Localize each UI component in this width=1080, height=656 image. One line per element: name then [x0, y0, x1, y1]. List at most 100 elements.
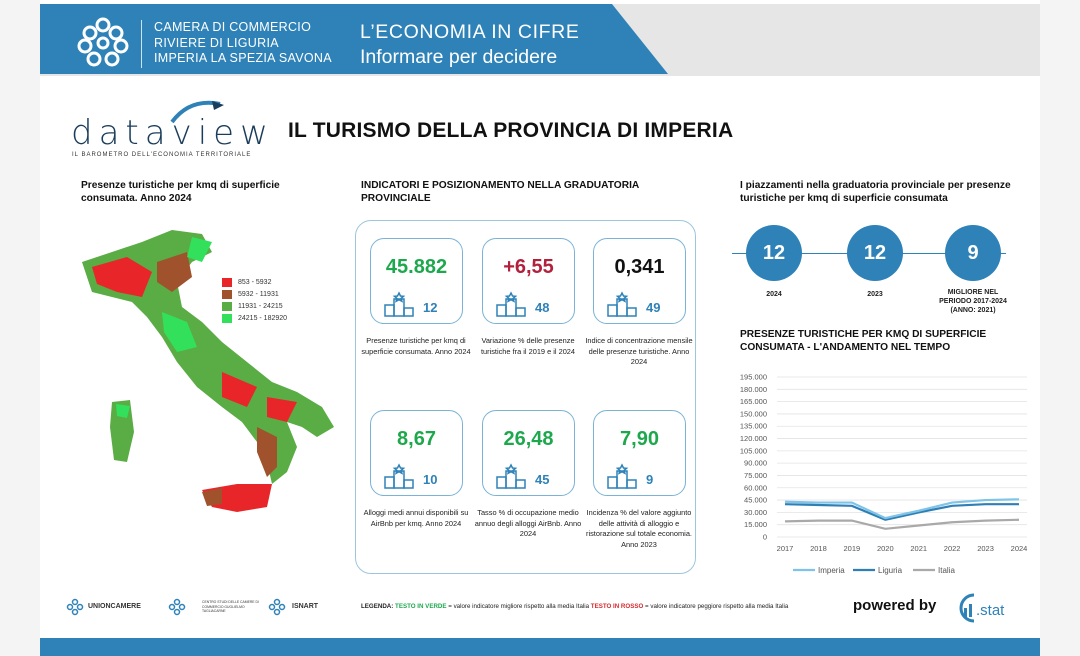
indicator-description: Incidenza % del valore aggiunto delle at…	[586, 508, 692, 549]
legend-label-imperia: Imperia	[818, 566, 845, 575]
series-line-italia	[784, 518, 1020, 530]
rank-label-line: MIGLIORE NEL PERIODO 2017-2024	[939, 289, 1007, 305]
x-tick-label: 2023	[977, 544, 994, 553]
podium-icon	[607, 463, 637, 489]
indicator-rank: 45	[535, 472, 550, 487]
legend-swatch	[222, 313, 232, 323]
cstat-label: .stat	[976, 602, 1005, 619]
rank-label-year: (ANNO: 2021)	[950, 307, 996, 314]
y-tick-label: 165.000	[740, 397, 767, 406]
rank-label: MIGLIORE NEL PERIODO 2017-2024 (ANNO: 20…	[934, 288, 1012, 315]
podium-icon	[496, 463, 526, 489]
bottom-bar	[40, 638, 1040, 656]
south-east-region	[267, 397, 297, 422]
dataview-tagline: IL BAROMETRO DELL'ECONOMIA TERRITORIALE	[72, 152, 252, 158]
indicator-description: Alloggi medi annui disponibili su AirBnb…	[363, 508, 469, 528]
chamber-logo-icon	[77, 17, 129, 67]
podium-icon	[384, 463, 414, 489]
legend-note-better: = valore indicatore migliore rispetto al…	[446, 603, 591, 610]
trend-title: PRESENZE TURISTICHE PER KMQ DI SUPERFICI…	[740, 329, 987, 353]
right-margin	[1040, 0, 1080, 656]
x-tick-label: 2017	[777, 544, 794, 553]
y-tick-label: 60.000	[744, 483, 767, 492]
indicator-description: Tasso % di occupazione medio annuo degli…	[474, 508, 582, 538]
legend-note-label: LEGENDA:	[361, 603, 394, 610]
org-line-2: RIVIERE DI LIGURIA	[154, 35, 279, 50]
indicators-title: INDICATORI E POSIZIONAMENTO NELLA GRADUA…	[361, 180, 639, 204]
indicator-value: 0,341	[614, 256, 665, 278]
legend-note: LEGENDA: TESTO IN VERDE = valore indicat…	[361, 603, 788, 610]
indicator-card: 0,341 49	[593, 238, 686, 324]
peninsula-shape	[82, 230, 334, 484]
rank-circle: 9	[945, 225, 1001, 281]
y-tick-label: 195.000	[740, 373, 767, 382]
indicator-rank: 9	[646, 472, 654, 487]
rank-label: 2023	[867, 291, 883, 298]
indicator-description: Indice di concentrazione mensile delle p…	[585, 336, 693, 366]
y-tick-label: 120.000	[740, 434, 767, 443]
legend-label: 11931 - 24215	[238, 302, 283, 310]
tagliacarne-label: CENTRO STUDI DELLE CAMERE DI COMMERCIO G…	[202, 600, 259, 613]
header-divider	[141, 20, 142, 68]
legend-note-worse: = valore indicatore peggiore rispetto al…	[643, 603, 789, 610]
south-central-region	[222, 372, 257, 407]
series-line-imperia	[784, 498, 1020, 520]
indicator-rank: 12	[423, 300, 438, 315]
legend-label: 853 - 5932	[238, 278, 272, 286]
page-title: IL TURISMO DELLA PROVINCIA DI IMPERIA	[288, 119, 734, 142]
legend-item: 5932 - 11931	[222, 288, 287, 300]
y-tick-label: 15.000	[744, 520, 767, 529]
indicator-card: 7,90 9	[593, 410, 686, 496]
indicator-value: 7,90	[620, 428, 659, 450]
indicator-card: 26,48 45	[482, 410, 575, 496]
indicator-description: Presenze turistiche per kmq di superfici…	[361, 336, 471, 356]
indicator-card: 45.882 12	[370, 238, 463, 324]
podium-icon	[384, 291, 414, 317]
unioncamere-label: UNIONCAMERE	[88, 603, 141, 610]
legend-label-liguria: Liguria	[878, 566, 903, 575]
x-tick-label: 2021	[910, 544, 927, 553]
x-tick-label: 2018	[810, 544, 827, 553]
sardinia-north	[116, 404, 130, 418]
y-tick-label: 30.000	[744, 508, 767, 517]
x-tick-label: 2022	[944, 544, 961, 553]
legend-swatch	[222, 289, 232, 299]
org-line-1: CAMERA DI COMMERCIO	[154, 20, 312, 34]
y-tick-label: 45.000	[744, 496, 767, 505]
unioncamere-logo-icon	[66, 598, 84, 616]
central-region	[162, 312, 197, 352]
indicator-value: 45.882	[385, 256, 448, 278]
y-tick-label: 135.000	[740, 422, 767, 431]
header-title: L’ECONOMIA IN CIFRE	[360, 21, 580, 43]
header-banner	[40, 4, 668, 74]
y-tick-label: 180.000	[740, 385, 767, 394]
rank-label: 2024	[766, 291, 782, 298]
map-title: Presenze turistiche per kmq di superfici…	[81, 180, 280, 204]
north-region	[157, 252, 192, 292]
legend-label: 24215 - 182920	[238, 314, 288, 322]
indicator-rank: 10	[423, 472, 438, 487]
sicily-west	[202, 488, 222, 506]
indicator-value: +6,55	[503, 256, 554, 278]
north-east-region	[187, 237, 212, 262]
indicator-card: +6,55 48	[482, 238, 575, 324]
podium-icon	[607, 291, 637, 317]
indicators-panel	[355, 220, 696, 574]
rankings-title: I piazzamenti nella graduatoria provinci…	[740, 180, 1011, 204]
y-tick-label: 75.000	[744, 471, 767, 480]
italy-map	[82, 230, 334, 512]
dataview-wordmark: dataview	[71, 113, 274, 153]
series-line-liguria	[784, 503, 1019, 521]
calabria-region	[257, 427, 277, 477]
sardinia-shape	[110, 400, 134, 462]
north-west-region	[92, 257, 152, 297]
organization-name: CAMERA DI COMMERCIO RIVIERE DI LIGURIA I…	[154, 20, 332, 67]
podium-icon	[496, 291, 526, 317]
y-tick-label: 0	[763, 533, 767, 542]
map-legend: 853 - 5932 5932 - 11931 11931 - 24215 24…	[222, 276, 287, 324]
isnart-label: ISNART	[292, 603, 319, 610]
legend-label: 5932 - 11931	[238, 290, 279, 298]
rank-circle: 12	[746, 225, 802, 281]
legend-swatch	[222, 277, 232, 287]
